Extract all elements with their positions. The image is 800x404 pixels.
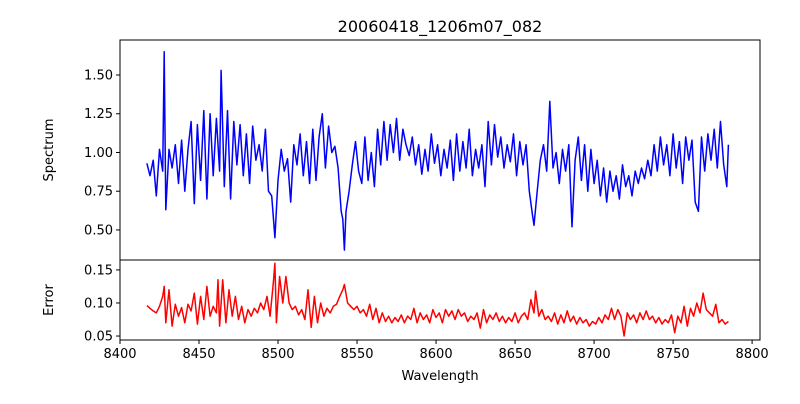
error-series-line (146, 262, 729, 337)
xtick-label: 8800 (736, 347, 769, 362)
xtick-label: 8500 (261, 347, 294, 362)
y-axis-label-error: Error (42, 284, 57, 316)
spectrum-ytick-label: 1.50 (84, 69, 113, 84)
xtick-label: 8550 (340, 347, 373, 362)
spectrum-ytick-label: 0.50 (84, 223, 113, 238)
spectrum-ytick-label: 1.00 (84, 146, 113, 161)
chart-title: 20060418_1206m07_082 (338, 17, 543, 37)
error-axes-frame (119, 259, 761, 341)
error-ytick-label: 0.10 (84, 296, 113, 311)
spectrum-ytick-label: 0.75 (84, 185, 113, 200)
spectrum-series-line (146, 51, 730, 251)
error-ytick-label: 0.15 (84, 263, 113, 278)
xtick-label: 8600 (420, 347, 453, 362)
xtick-label: 8650 (499, 347, 532, 362)
spectrum-axes-frame (119, 39, 761, 261)
xtick-label: 8400 (103, 347, 136, 362)
xtick-label: 8700 (578, 347, 611, 362)
error-ytick-label: 0.05 (84, 330, 113, 345)
spectrum-ytick-label: 1.25 (84, 107, 113, 122)
xtick-label: 8750 (657, 347, 690, 362)
y-axis-label-spectrum: Spectrum (42, 119, 57, 182)
x-axis-label: Wavelength (401, 369, 478, 384)
xtick-label: 8450 (182, 347, 215, 362)
